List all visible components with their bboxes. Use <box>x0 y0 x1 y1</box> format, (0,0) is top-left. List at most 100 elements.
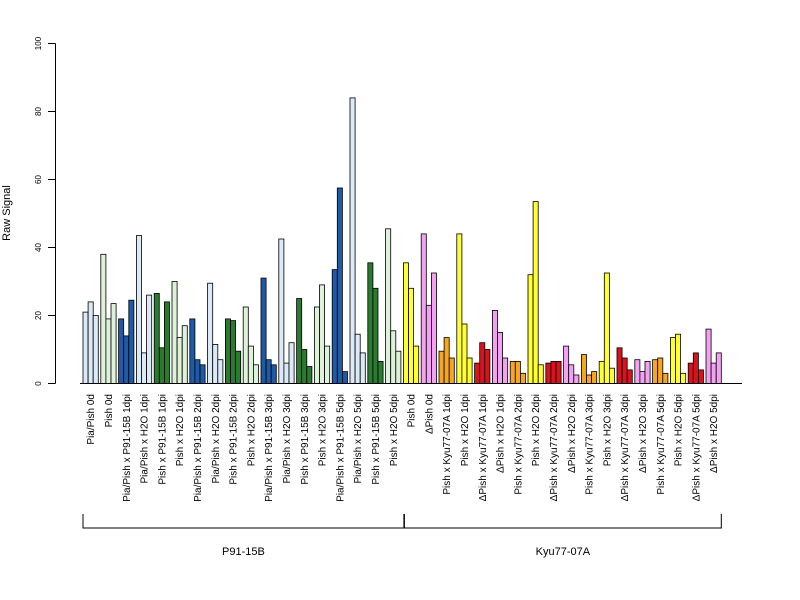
bar-21-rep-3 <box>448 357 455 384</box>
bar-19-rep-3 <box>413 345 420 384</box>
bar-17-rep-1 <box>367 262 374 384</box>
bar-20-rep-3 <box>430 272 437 384</box>
bar-20-rep-1 <box>420 233 427 384</box>
bar-30-rep-2 <box>603 272 610 384</box>
bar-16-rep-1 <box>349 97 356 384</box>
category-label-29: Pish x Kyu77-07A 3dpi <box>585 394 596 495</box>
bar-35-rep-2 <box>692 352 699 384</box>
bar-34-rep-3 <box>680 372 687 384</box>
category-label-3: Pia/Pish x P91-15B 1dpi <box>122 394 133 502</box>
bar-3-rep-3 <box>128 299 135 384</box>
bar-15-rep-3 <box>341 371 348 384</box>
bar-4-rep-2 <box>141 352 147 384</box>
bar-32-rep-1 <box>634 359 641 384</box>
bar-29-rep-1 <box>581 354 587 384</box>
category-label-17: Pish x P91-15B 5dpi <box>371 394 382 485</box>
category-label-24: ΔPish x H2O 1dpi <box>496 394 507 473</box>
bar-24-rep-1 <box>491 309 498 384</box>
bar-6-rep-2 <box>176 337 183 384</box>
bar-4-rep-3 <box>146 294 153 384</box>
bar-25-rep-1 <box>509 360 516 384</box>
group-label-1: P91-15B <box>222 546 265 558</box>
bar-36-rep-3 <box>715 352 722 384</box>
bar-12-rep-1 <box>278 238 285 384</box>
bar-3-rep-1 <box>118 318 125 384</box>
bar-22-rep-2 <box>461 323 468 384</box>
bar-27-rep-2 <box>550 360 557 384</box>
category-label-32: ΔPish x H2O 3dpi <box>638 394 649 473</box>
bar-14-rep-1 <box>313 306 320 384</box>
bar-13-rep-1 <box>296 298 303 384</box>
bars-layer <box>82 97 722 384</box>
bar-36-rep-1 <box>705 328 712 384</box>
bar-29-rep-3 <box>591 371 598 384</box>
bar-20-rep-2 <box>425 304 432 384</box>
bar-19-rep-2 <box>408 287 414 384</box>
category-label-23: ΔPish x Kyu77-07A 1dpi <box>478 394 489 501</box>
bar-22-rep-1 <box>456 233 463 384</box>
bar-30-rep-3 <box>609 367 615 384</box>
bar-13-rep-3 <box>306 366 313 384</box>
y-tick-label-0: 0 <box>34 381 43 386</box>
category-label-11: Pia/Pish x P91-15B 3dpi <box>264 394 275 502</box>
bar-32-rep-2 <box>639 371 646 384</box>
bar-9-rep-1 <box>224 318 231 384</box>
bar-27-rep-1 <box>545 362 552 384</box>
bar-28-rep-3 <box>573 374 580 384</box>
bar-23-rep-2 <box>479 342 486 384</box>
bar-14-rep-3 <box>324 345 331 384</box>
y-tick-label-20: 20 <box>34 311 43 320</box>
bar-17-rep-2 <box>372 287 379 384</box>
bar-6-rep-1 <box>171 281 178 384</box>
bar-32-rep-3 <box>644 360 651 384</box>
y-tick-label-100: 100 <box>34 36 43 50</box>
axes-layer: 0 20 40 60 80 100 <box>34 36 742 386</box>
bar-9-rep-3 <box>235 350 242 384</box>
group-bracket-2 <box>403 514 722 529</box>
bar-27-rep-3 <box>555 360 562 384</box>
bar-21-rep-1 <box>438 350 445 384</box>
bar-1-rep-2 <box>87 301 94 384</box>
bar-22-rep-3 <box>466 357 473 384</box>
bar-1-rep-1 <box>82 311 89 384</box>
bar-8-rep-3 <box>217 359 224 384</box>
bar-5-rep-2 <box>158 347 165 384</box>
group-brackets-layer: P91-15B Kyu77-07A <box>82 514 722 558</box>
category-label-35: ΔPish x Kyu77-07A 5dpi <box>691 394 702 501</box>
category-label-27: ΔPish x Kyu77-07A 2dpi <box>549 394 560 501</box>
bar-16-rep-2 <box>354 333 361 384</box>
bar-23-rep-3 <box>484 349 491 384</box>
category-label-14: Pish x H2O 3dpi <box>318 394 329 466</box>
bar-13-rep-2 <box>301 349 308 384</box>
bar-36-rep-2 <box>710 362 717 384</box>
bar-7-rep-1 <box>189 318 196 384</box>
bar-10-rep-2 <box>247 345 254 384</box>
bar-34-rep-1 <box>670 337 676 384</box>
bar-15-rep-2 <box>336 187 343 384</box>
bar-5-rep-1 <box>153 292 160 384</box>
bar-15-rep-1 <box>331 269 338 384</box>
bar-25-rep-3 <box>520 372 526 384</box>
category-label-33: Pish x Kyu77-07A 5dpi <box>656 394 667 495</box>
bar-12-rep-3 <box>288 342 295 384</box>
bar-18-rep-3 <box>395 350 402 384</box>
bar-35-rep-3 <box>698 369 704 384</box>
category-label-16: Pia/Pish x H2O 5dpi <box>353 394 364 484</box>
y-tick-label-40: 40 <box>34 243 43 252</box>
category-label-8: Pia/Pish x H2O 2dpi <box>211 394 222 484</box>
bar-5-rep-3 <box>163 301 170 384</box>
group-bracket-1 <box>82 514 405 529</box>
bar-14-rep-2 <box>319 284 325 384</box>
bar-16-rep-3 <box>359 352 366 384</box>
bar-33-rep-3 <box>662 372 669 384</box>
category-label-9: Pish x P91-15B 2dpi <box>229 394 240 485</box>
category-label-25: Pish x Kyu77-07A 2dpi <box>513 394 524 495</box>
category-label-10: Pish x H2O 2dpi <box>246 394 257 466</box>
category-label-30: Pish x H2O 3dpi <box>602 394 613 466</box>
bar-2-rep-2 <box>105 318 112 384</box>
bar-26-rep-3 <box>537 364 544 384</box>
category-labels-layer: Pia/Pish 0d Pish 0d Pia/Pish x P91-15B 1dp… <box>86 394 720 502</box>
bar-26-rep-1 <box>527 274 534 384</box>
